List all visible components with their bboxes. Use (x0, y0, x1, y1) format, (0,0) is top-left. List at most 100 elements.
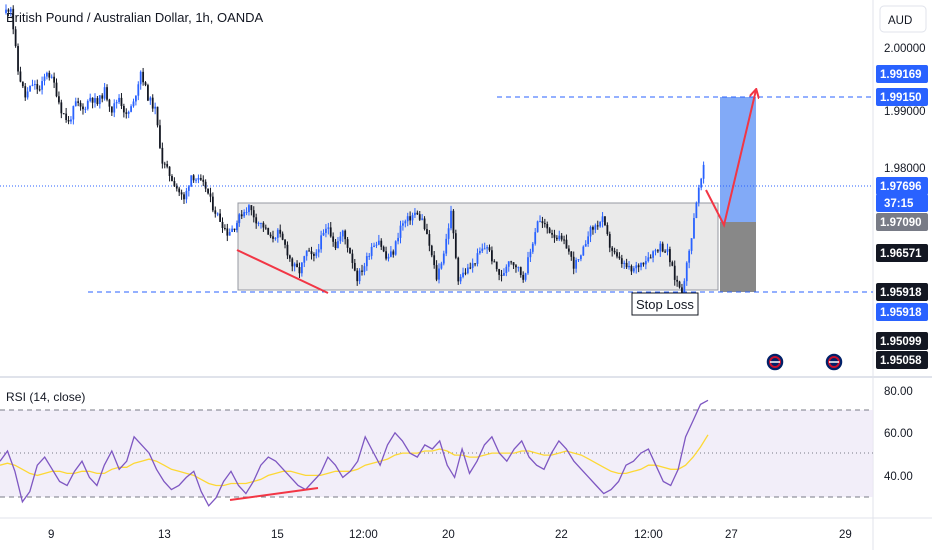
au-flag-icon[interactable] (824, 352, 844, 372)
candle-body (305, 250, 308, 257)
candle-body (394, 241, 397, 255)
candle-body (262, 222, 265, 228)
candle-body (86, 100, 89, 109)
price-tag-bg (876, 283, 928, 301)
price-tag-label: 1.95918 (880, 307, 922, 319)
candle-body (168, 166, 171, 176)
candle-body (673, 265, 676, 280)
candle-body (392, 251, 395, 255)
candle-body (50, 76, 53, 78)
candle-body (322, 232, 325, 236)
candle-body (31, 84, 34, 86)
candle-body (693, 218, 695, 239)
candle-body (250, 205, 253, 211)
candle-body (536, 221, 539, 233)
candle-body (681, 287, 683, 295)
projection-arrow[interactable] (705, 90, 756, 228)
candle-body (466, 267, 469, 274)
divergence-line-price[interactable] (236, 249, 329, 294)
candle-body (279, 229, 282, 234)
price-tag-bg (876, 65, 928, 83)
candle-body (616, 252, 618, 257)
candle-body (60, 102, 63, 114)
candle-body (522, 274, 525, 280)
candle-body (139, 71, 142, 85)
candle-body (539, 221, 541, 223)
au-flag-icon[interactable] (765, 352, 785, 372)
candle-body (399, 225, 402, 238)
candle-body (334, 241, 337, 249)
candle-body (308, 250, 310, 252)
candle-body (587, 236, 590, 244)
currency-label: AUD (888, 15, 912, 27)
candle-body (248, 205, 250, 213)
candle-body (320, 235, 323, 250)
candle-body (421, 218, 424, 220)
candle-body (685, 262, 688, 282)
candle-body (276, 229, 279, 238)
candle-body (664, 251, 667, 253)
candle-body (618, 256, 621, 259)
candle-body (450, 210, 452, 229)
candle-body (310, 251, 313, 255)
candle-body (402, 223, 404, 226)
candle-body (325, 228, 327, 233)
candle-body (180, 192, 183, 195)
candle-body (519, 267, 522, 275)
candle-body (370, 246, 373, 256)
candle-body (257, 223, 260, 225)
stop-loss-box[interactable] (631, 292, 699, 316)
candle-body (671, 262, 674, 266)
candle-body (43, 76, 46, 82)
currency-button[interactable] (879, 5, 927, 33)
candle-body (548, 228, 551, 234)
candle-body (149, 97, 152, 101)
candle-body (96, 98, 99, 105)
divergence-line-rsi[interactable] (229, 487, 319, 501)
candle-body (382, 246, 385, 252)
candle-body (440, 263, 443, 269)
candle-body (620, 258, 623, 264)
candle-body (608, 233, 611, 248)
candle-body (89, 97, 92, 101)
candle-body (426, 229, 428, 235)
candles-group (5, 4, 705, 299)
candle-body (353, 262, 356, 271)
candle-body (238, 214, 241, 224)
candle-body (272, 236, 274, 239)
rsi-tick: 40.00 (884, 471, 913, 483)
candle-body (442, 253, 445, 264)
time-label: 12:00 (349, 529, 378, 541)
candle-body (202, 179, 205, 182)
candle-body (409, 216, 412, 221)
range-box[interactable] (237, 202, 719, 291)
candle-body (635, 265, 638, 269)
candle-body (236, 223, 238, 231)
rsi-line (0, 399, 709, 507)
candle-body (361, 270, 363, 272)
candle-body (118, 97, 120, 103)
candle-body (219, 213, 221, 222)
chart-title: British Pound / Australian Dollar, 1h, O… (6, 10, 264, 25)
price-tag-bg (876, 303, 928, 321)
price-tag-bg (876, 194, 928, 212)
candle-body (62, 113, 65, 115)
candle-body (531, 243, 534, 252)
candle-body (601, 216, 604, 222)
price-tag-label: 1.99169 (880, 69, 922, 81)
candle-body (231, 228, 234, 233)
candle-body (447, 228, 450, 239)
candle-body (584, 243, 587, 247)
candle-body (144, 82, 147, 86)
candle-body (558, 235, 561, 240)
candle-body (625, 262, 628, 268)
candle-body (644, 261, 647, 265)
candle-body (267, 228, 270, 235)
candle-body (120, 97, 123, 106)
candle-body (313, 254, 315, 256)
candle-body (74, 101, 77, 107)
price-tag-bg (876, 177, 928, 195)
candle-body (495, 261, 498, 270)
candle-body (339, 236, 342, 242)
stop-zone[interactable] (720, 222, 756, 292)
